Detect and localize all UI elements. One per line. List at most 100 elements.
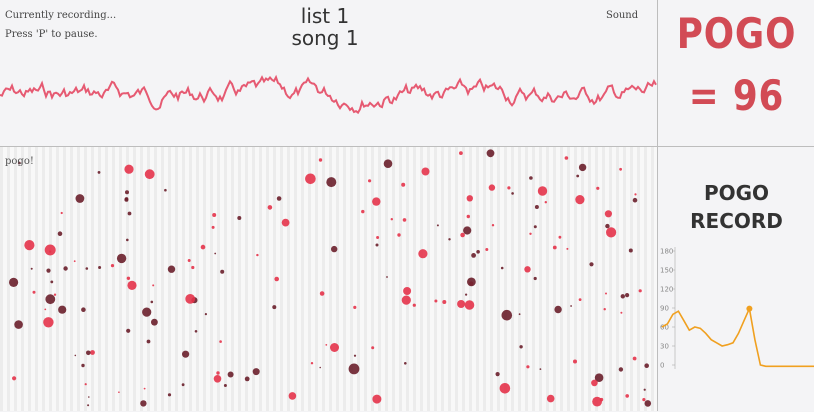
dancer-dot [500, 266, 504, 270]
dancer-dot [86, 350, 91, 356]
dancer-dot [372, 394, 382, 404]
record-title-line1: POGO [703, 181, 770, 205]
dancer-dot [638, 289, 642, 293]
dancer-dot [167, 393, 172, 397]
dancer-dot [98, 266, 102, 269]
dance-floor: pogo! [0, 146, 657, 411]
dancer-dot [44, 244, 56, 256]
dancer-dot [90, 350, 95, 355]
dancer-dot [544, 201, 547, 204]
dancer-dot [116, 253, 127, 264]
dancer-dot [596, 186, 600, 190]
dancer-dot [463, 226, 472, 235]
dancer-dot [634, 193, 637, 196]
dancer-dot [552, 245, 557, 250]
dancer-dot [152, 284, 155, 287]
dancer-dot [460, 232, 465, 238]
dancer-dot [404, 362, 407, 365]
dancer-dot [81, 363, 85, 368]
dancer-dot [401, 295, 411, 305]
dancer-dot [211, 225, 215, 229]
dancer-dot [604, 210, 613, 218]
dancer-dot [403, 287, 412, 295]
dancer-dot [43, 317, 54, 328]
dancer-dot [464, 300, 475, 310]
dancer-dot [488, 184, 496, 191]
dancer-dot [84, 383, 87, 386]
dancer-dot [575, 195, 585, 205]
dancer-dot [75, 194, 85, 203]
dancer-dot [434, 299, 438, 303]
dancer-dot [526, 365, 530, 369]
record-peak-marker [746, 305, 753, 312]
dancer-dot [397, 233, 401, 237]
dancer-dot [603, 308, 606, 311]
dancer-dot [187, 259, 191, 262]
dancer-dot [632, 197, 638, 203]
dancer-dot [554, 305, 562, 314]
dancer-dot [227, 371, 234, 378]
dancer-dot [386, 276, 388, 278]
dancer-dot [326, 177, 337, 188]
dancer-dot [371, 346, 375, 350]
dancer-dot [589, 262, 594, 267]
dancer-dot [620, 311, 623, 314]
dancer-dot [164, 188, 167, 192]
dancer-dot [81, 307, 86, 312]
dancer-dot [534, 205, 539, 209]
dancer-dot [60, 211, 63, 215]
dancer-dot [325, 344, 328, 346]
dancer-dot [281, 218, 290, 227]
dancer-dot [539, 368, 542, 370]
dancer-dot [564, 156, 569, 160]
dancer-dot [537, 186, 548, 196]
list-title: list 1 [300, 4, 350, 28]
dancer-dot [533, 225, 537, 229]
dancer-dot [642, 398, 646, 402]
dancer-dot [58, 305, 67, 314]
dancer-dot [618, 367, 624, 372]
dancer-dot [519, 345, 523, 349]
dancer-dot [466, 195, 473, 202]
dancer-dot [605, 292, 607, 295]
dancer-dot [390, 218, 393, 221]
dancer-dot [401, 182, 406, 187]
dancer-dot [87, 404, 90, 407]
dancer-dot [511, 192, 514, 195]
dancer-dot [44, 308, 47, 311]
dancer-dot [57, 231, 63, 236]
dancer-dot [459, 151, 463, 155]
sound-toggle[interactable]: Sound [606, 10, 639, 21]
dancer-dot [466, 214, 470, 219]
dancer-dot [126, 238, 129, 242]
dancer-dot [182, 350, 190, 358]
y-tick-label: 60 [660, 324, 669, 332]
dancer-dot [620, 294, 625, 299]
dancer-dot [127, 280, 137, 290]
dancer-dots [9, 149, 652, 407]
dancer-dot [573, 359, 577, 364]
dancer-dot [118, 391, 120, 393]
dancer-dot [402, 218, 407, 222]
dancer-dot [625, 394, 629, 398]
dancer-dot [73, 260, 76, 263]
dancer-dot [213, 375, 222, 383]
dancer-dot [17, 161, 21, 165]
dancer-dot [219, 340, 222, 343]
dancer-dot [375, 243, 379, 247]
dancer-dot [448, 238, 451, 241]
dancer-dot [85, 267, 89, 270]
record-title-line2: RECORD [690, 209, 783, 233]
record-line [661, 305, 814, 368]
dancer-dot [142, 307, 152, 317]
dancer-dot [272, 305, 277, 310]
dancer-dot [24, 240, 35, 251]
dancer-dot [421, 167, 430, 176]
dancer-dot [501, 309, 513, 321]
dancer-dot [220, 269, 225, 274]
pogo-record-panel: POGO RECORD 180 150 120 90 60 30 0 [657, 146, 814, 411]
dancer-dot [46, 268, 51, 273]
dancer-dot [252, 368, 260, 376]
dancer-dot [97, 171, 101, 174]
dancer-dot [150, 300, 154, 304]
